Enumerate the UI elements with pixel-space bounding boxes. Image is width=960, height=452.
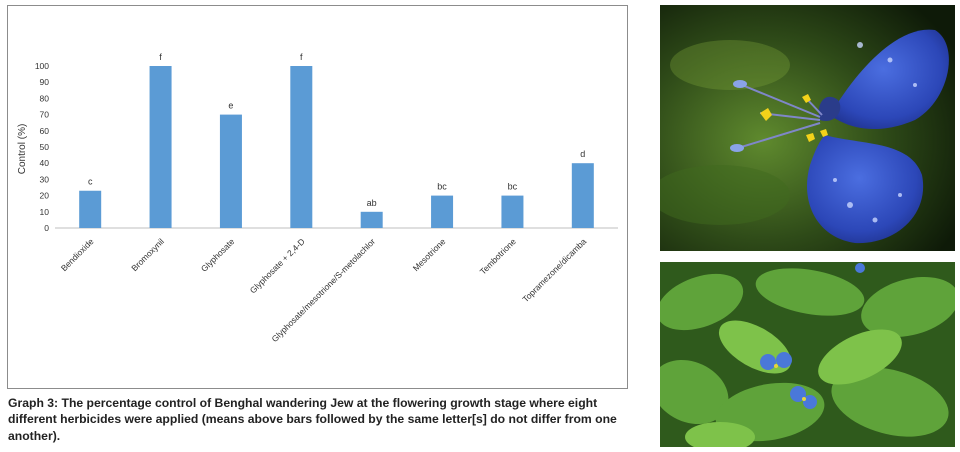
y-tick-label: 10 xyxy=(40,207,50,217)
bar xyxy=(149,66,172,228)
significance-label: f xyxy=(300,52,303,62)
x-tick-label: Glyphosate + 2,4-D xyxy=(248,236,307,295)
figure-caption: Graph 3: The percentage control of Bengh… xyxy=(8,396,617,443)
bar-chart: Control (%) 0 10 20 30 40 50 60 70 80 90 100 c Bendi… xyxy=(17,52,618,344)
y-axis-label: Control (%) xyxy=(17,124,28,175)
flower-closeup-photo xyxy=(660,5,955,251)
significance-label: bc xyxy=(437,182,447,192)
y-tick-label: 40 xyxy=(40,158,50,168)
bar xyxy=(219,114,242,228)
bar xyxy=(501,195,524,228)
x-tick-label: Glyphosate xyxy=(199,236,237,274)
x-tick-label: Bromoxynil xyxy=(129,236,166,273)
y-tick-label: 70 xyxy=(40,110,50,120)
y-tick-label: 0 xyxy=(44,223,49,233)
y-tick-label: 90 xyxy=(40,77,50,87)
significance-label: f xyxy=(159,52,162,62)
y-tick-label: 100 xyxy=(35,61,49,71)
x-tick-label: Mesotrione xyxy=(411,236,448,273)
significance-label: d xyxy=(580,149,585,159)
x-tick-label: Bendioxide xyxy=(59,236,96,273)
x-tick-label: Tembotrione xyxy=(478,236,518,276)
y-tick-label: 30 xyxy=(40,174,50,184)
bar xyxy=(79,190,102,228)
significance-label: bc xyxy=(508,182,518,192)
significance-label: ab xyxy=(367,198,377,208)
bar xyxy=(360,211,383,228)
chart-panel: Control (%) 0 10 20 30 40 50 60 70 80 90 100 c Bendi… xyxy=(7,5,628,389)
y-tick-label: 20 xyxy=(40,191,50,201)
significance-label: e xyxy=(228,101,233,111)
significance-label: c xyxy=(88,177,93,187)
y-tick-label: 50 xyxy=(40,142,50,152)
bar xyxy=(431,195,454,228)
bar xyxy=(290,66,313,228)
x-tick-label: Topramezone/dicamba xyxy=(520,236,588,304)
bar xyxy=(571,163,594,228)
plant-foliage-photo xyxy=(660,262,955,447)
y-tick-label: 80 xyxy=(40,93,50,103)
y-tick-label: 60 xyxy=(40,126,50,136)
